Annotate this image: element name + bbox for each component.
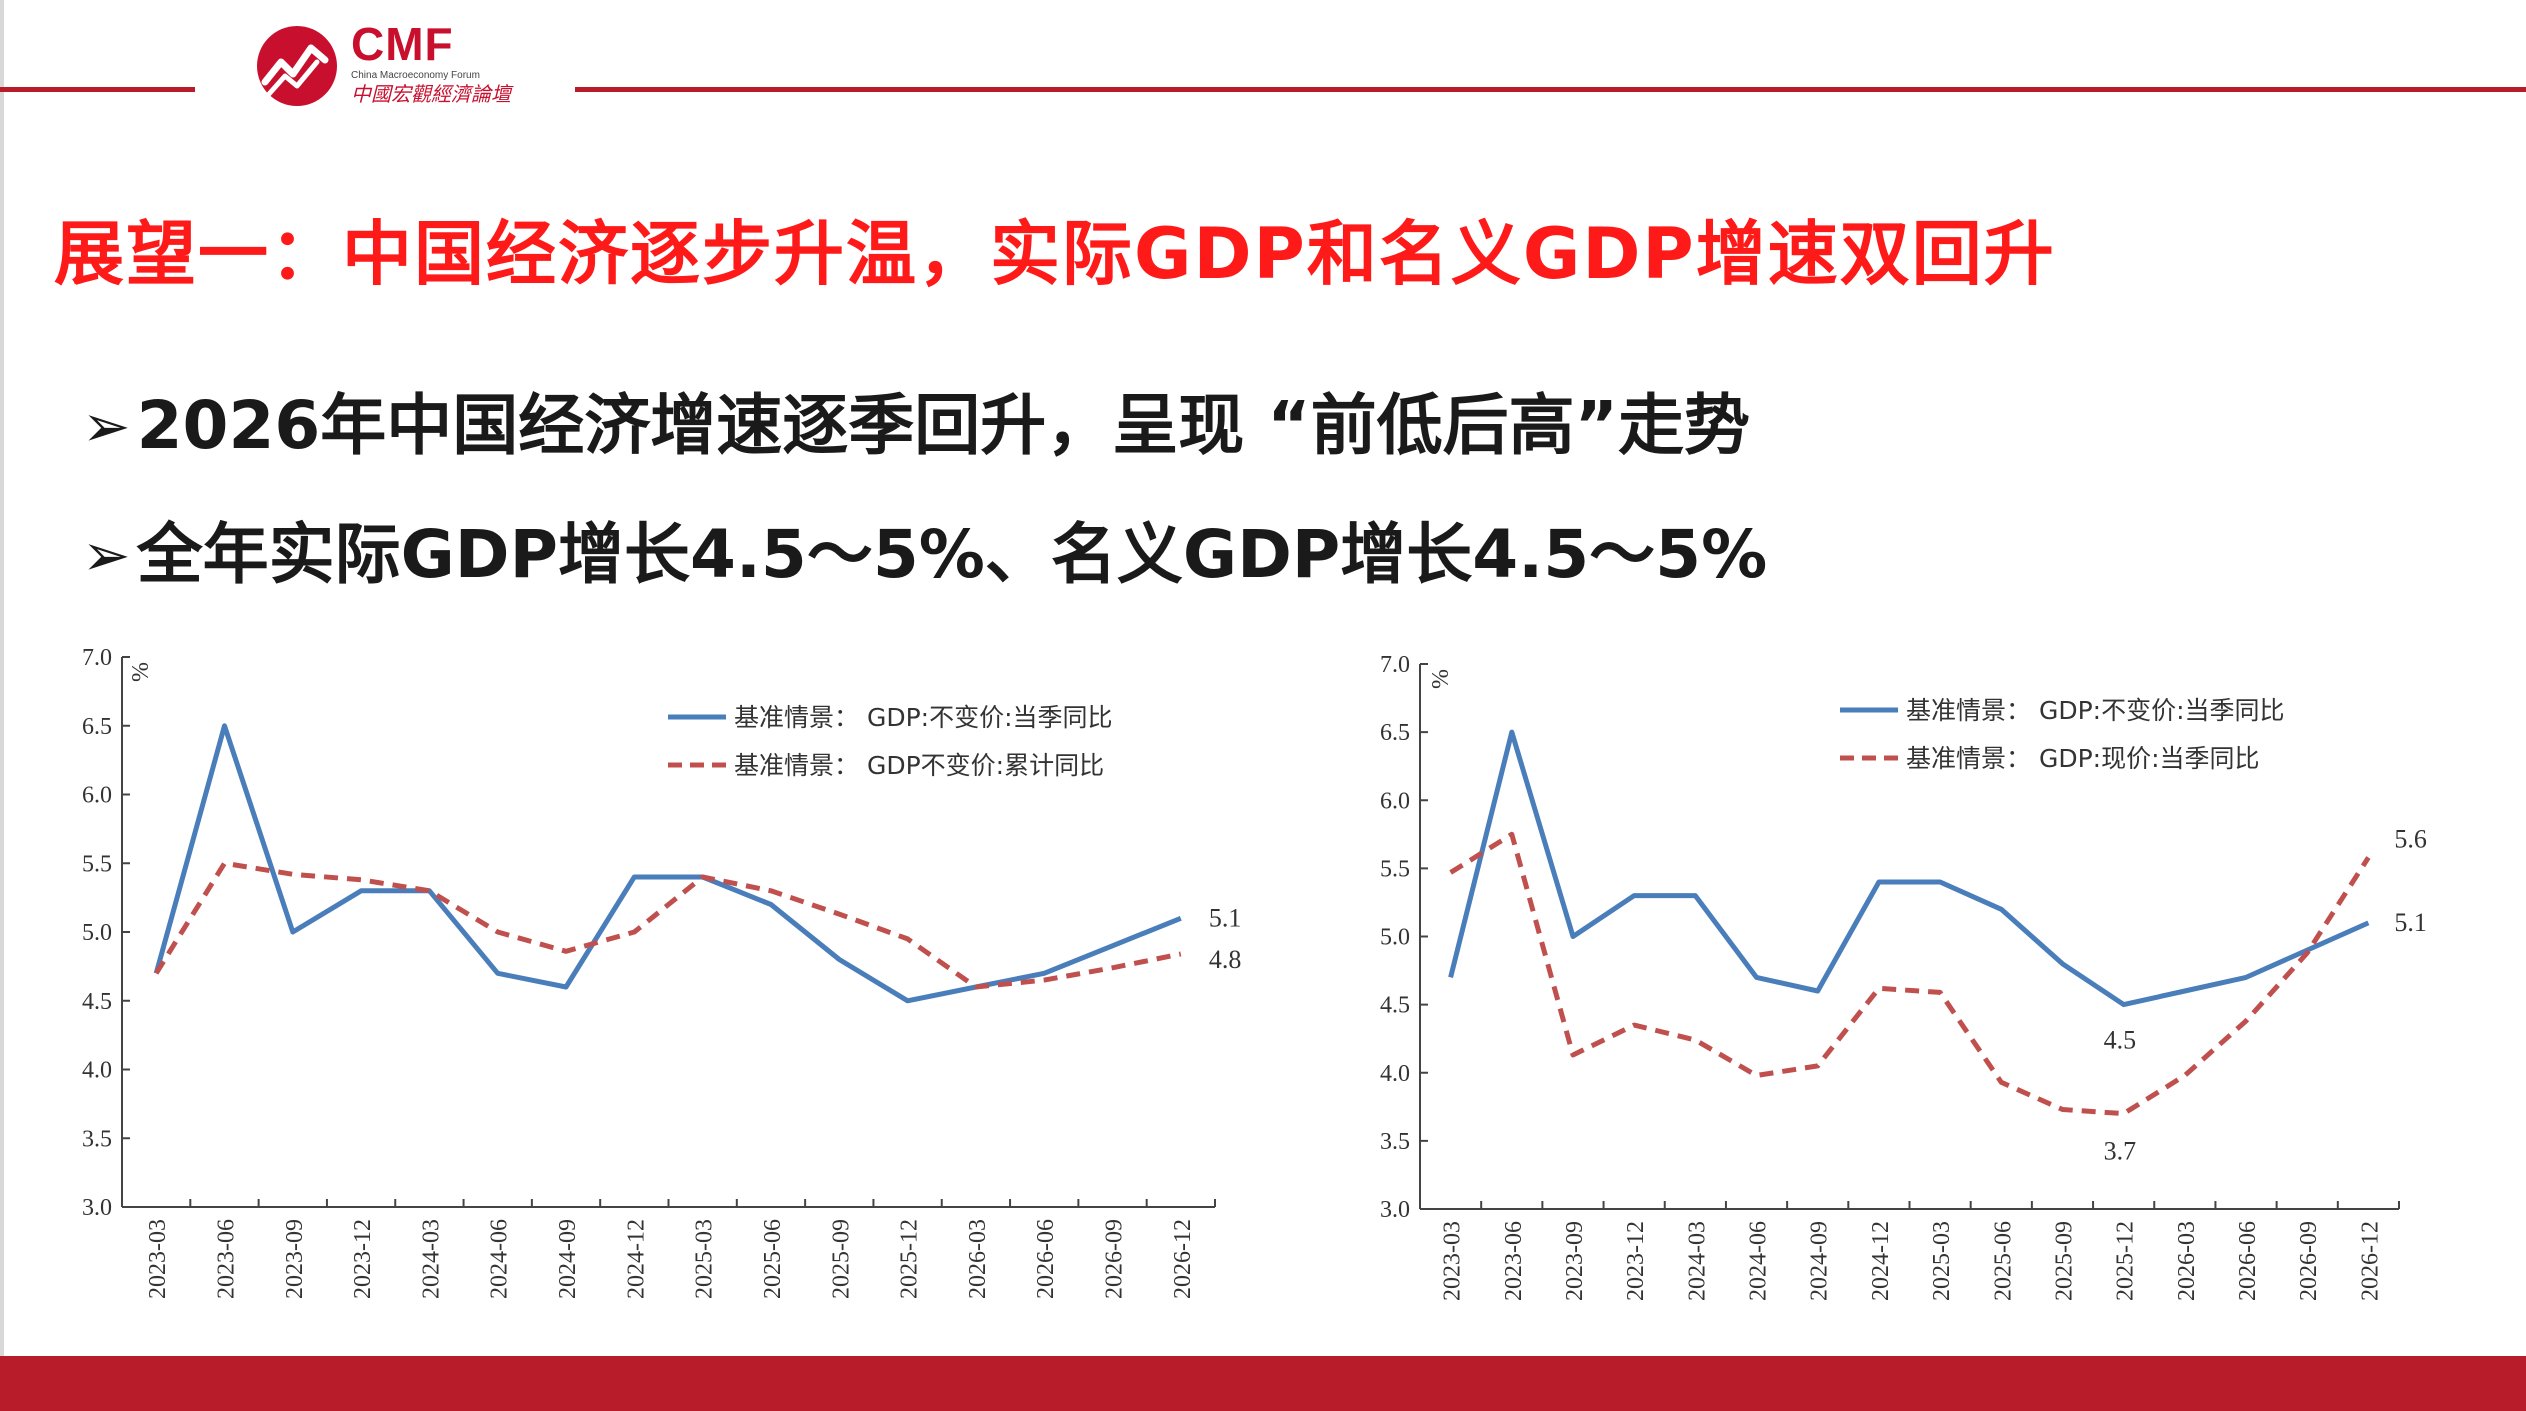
- y-tick-label: 7.0: [82, 645, 112, 671]
- y-tick-label: 6.5: [82, 714, 112, 740]
- logo-subtitle-cn: 中國宏觀經濟論壇: [351, 82, 511, 106]
- bullet-item: ➢ 2026年中国经济增速逐季回升，呈现 “前低后高”走势: [82, 386, 1750, 466]
- series-line-2: [154, 860, 1182, 990]
- x-tick-label: 2026-03: [2174, 1221, 2200, 1301]
- cmf-logo-icon: [257, 26, 337, 106]
- x-tick-label: 2026-12: [2357, 1221, 2383, 1301]
- x-tick-label: 2024-03: [418, 1219, 444, 1299]
- x-tick-label: 2023-06: [213, 1219, 239, 1299]
- legend-label: 基准情景： GDP不变价:累计同比: [734, 751, 1104, 780]
- data-label: 4.8: [1209, 945, 1242, 974]
- x-tick-label: 2024-06: [487, 1219, 513, 1299]
- x-tick-label: 2026-06: [2235, 1221, 2261, 1301]
- y-tick-label: 3.5: [82, 1126, 112, 1152]
- legend-label: 基准情景： GDP:不变价:当季同比: [734, 703, 1113, 732]
- x-tick-label: 2024-06: [1746, 1221, 1772, 1301]
- x-tick-label: 2025-06: [1990, 1221, 2016, 1301]
- slide-title: 展望一：中国经济逐步升温，实际GDP和名义GDP增速双回升: [54, 213, 2056, 295]
- y-tick-label: 5.5: [1380, 856, 1410, 882]
- bullet-arrow-icon: ➢: [82, 521, 131, 589]
- x-tick-label: 2026-06: [1033, 1219, 1059, 1299]
- chart-nominal-gdp: 3.0 3.5 4.0 4.5 5.0 5.5 6.0 6.5 7.0 2023-03 2023-0…: [1380, 652, 2427, 1301]
- y-tick-label: 5.5: [82, 851, 112, 877]
- data-label: 5.1: [2394, 908, 2427, 937]
- data-label: 5.1: [1209, 903, 1242, 932]
- y-tick-label: 5.0: [82, 920, 112, 946]
- logo-subtitle-en: China Macroeconomy Forum: [351, 70, 480, 81]
- y-tick-label: 4.5: [82, 989, 112, 1015]
- header-rule-left: [0, 87, 195, 92]
- x-tick-label: 2025-03: [1929, 1221, 1955, 1301]
- data-label: 4.5: [2104, 1026, 2137, 1055]
- y-axis-unit-label: %: [128, 662, 154, 682]
- x-tick-label: 2023-09: [1562, 1221, 1588, 1301]
- x-tick-label: 2023-06: [1501, 1221, 1527, 1301]
- y-tick-label: 6.0: [1380, 788, 1410, 814]
- x-tick-label: 2024-12: [1868, 1221, 1894, 1301]
- x-tick-label: 2023-12: [350, 1219, 376, 1299]
- chart-real-gdp: 3.0 3.5 4.0 4.5 5.0 5.5 6.0 6.5 7.0 2023-03 2023-0…: [82, 645, 1242, 1299]
- y-tick-label: 5.0: [1380, 925, 1410, 951]
- y-tick-label: 3.5: [1380, 1129, 1410, 1155]
- legend-label: 基准情景： GDP:不变价:当季同比: [1906, 696, 2285, 725]
- x-tick-label: 2026-09: [1102, 1219, 1128, 1299]
- x-tick-label: 2025-09: [2051, 1221, 2077, 1301]
- y-tick-label: 6.0: [82, 783, 112, 809]
- x-tick-label: 2026-12: [1170, 1219, 1196, 1299]
- y-tick-label: 4.5: [1380, 993, 1410, 1019]
- x-tick-label: 2025-03: [692, 1219, 718, 1299]
- legend-label: 基准情景： GDP:现价:当季同比: [1906, 744, 2260, 773]
- left-edge-strip: [0, 0, 4, 1356]
- header-rule-right: [575, 87, 2526, 92]
- footer-band: [0, 1356, 2526, 1411]
- bullet-text: 2026年中国经济增速逐季回升，呈现 “前低后高”走势: [136, 387, 1751, 464]
- data-label: 5.6: [2394, 824, 2427, 853]
- x-tick-label: 2026-03: [965, 1219, 991, 1299]
- y-tick-label: 3.0: [1380, 1197, 1410, 1223]
- x-tick-label: 2023-03: [1440, 1221, 1466, 1301]
- y-tick-label: 6.5: [1380, 720, 1410, 746]
- bullet-text: 全年实际GDP增长4.5～5%、名义GDP增长4.5～5%: [136, 516, 1768, 593]
- x-tick-label: 2023-03: [145, 1219, 171, 1299]
- x-tick-label: 2023-12: [1623, 1221, 1649, 1301]
- x-tick-label: 2025-12: [2113, 1221, 2139, 1301]
- y-axis-unit-label: %: [1428, 669, 1454, 689]
- x-tick-label: 2025-09: [828, 1219, 854, 1299]
- series-line-1: [153, 723, 1182, 1004]
- logo-text: CMF: [351, 18, 454, 70]
- x-tick-label: 2024-09: [1807, 1221, 1833, 1301]
- cmf-logo: CMF China Macroeconomy Forum 中國宏觀經濟論壇: [255, 18, 555, 108]
- bullet-item: ➢ 全年实际GDP增长4.5～5%、名义GDP增长4.5～5%: [82, 515, 1767, 595]
- x-tick-label: 2025-12: [897, 1219, 923, 1299]
- x-tick-label: 2023-09: [282, 1219, 308, 1299]
- y-tick-label: 7.0: [1380, 652, 1410, 678]
- series-line-1: [1448, 729, 2370, 1008]
- series-line-2: [1449, 831, 2371, 1117]
- x-tick-label: 2024-03: [1684, 1221, 1710, 1301]
- x-tick-label: 2026-09: [2296, 1221, 2322, 1301]
- x-tick-label: 2025-06: [760, 1219, 786, 1299]
- x-tick-label: 2024-09: [555, 1219, 581, 1299]
- y-tick-label: 3.0: [82, 1195, 112, 1221]
- bullet-arrow-icon: ➢: [82, 392, 131, 460]
- y-tick-label: 4.0: [1380, 1061, 1410, 1087]
- data-label: 3.7: [2104, 1137, 2137, 1166]
- y-tick-label: 4.0: [82, 1058, 112, 1084]
- x-tick-label: 2024-12: [623, 1219, 649, 1299]
